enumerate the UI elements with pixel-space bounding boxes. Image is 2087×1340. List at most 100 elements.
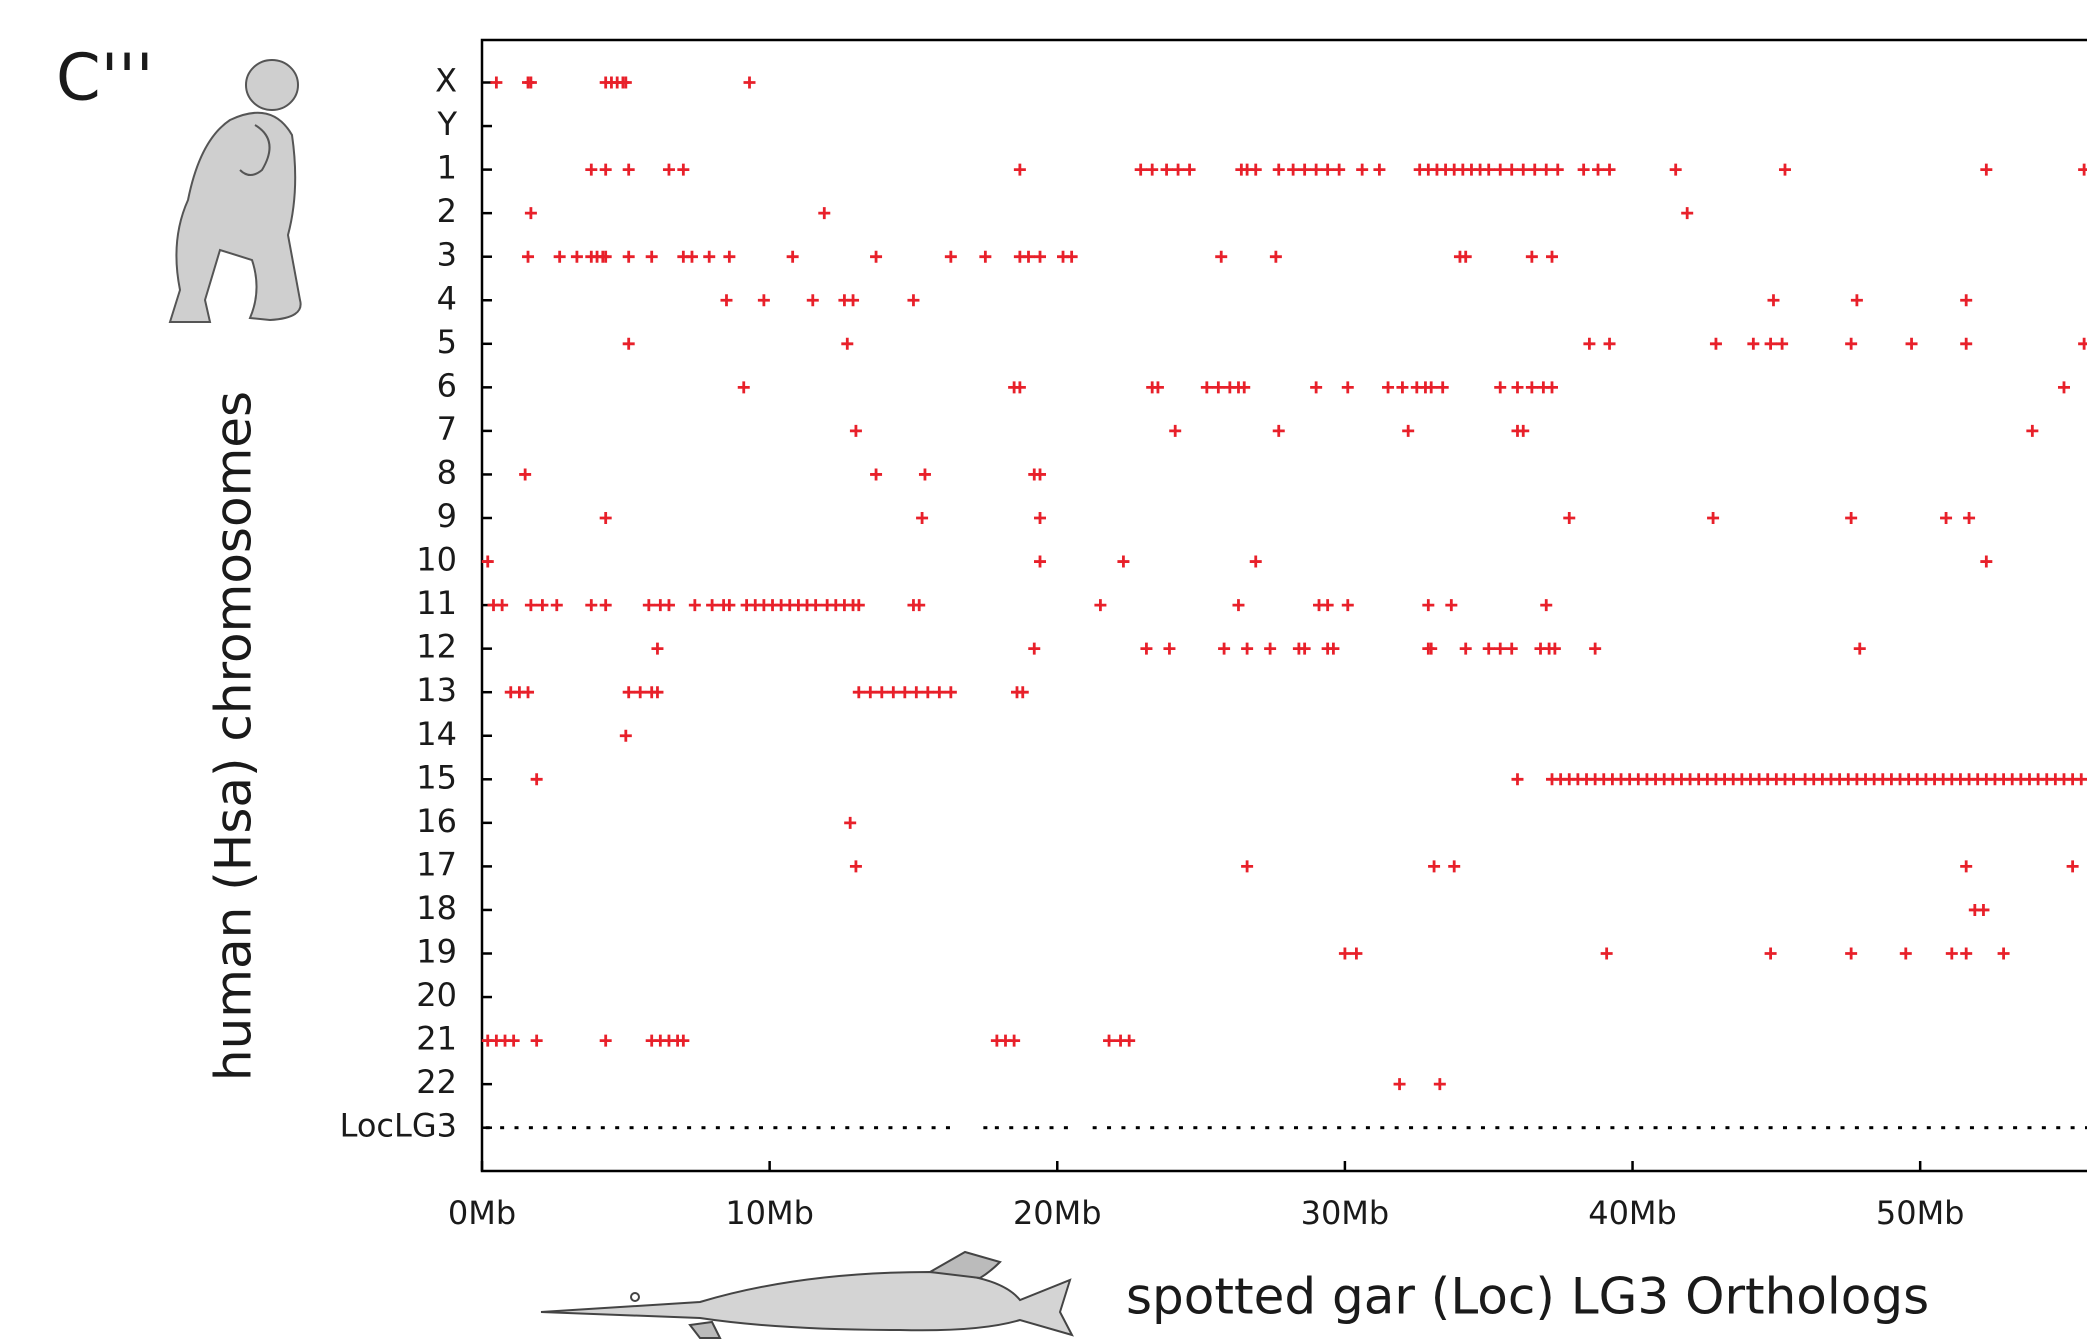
ortholog-dot	[1624, 1126, 1629, 1130]
x-tick-label: 40Mb	[1588, 1194, 1677, 1232]
ortholog-dot	[658, 1126, 663, 1130]
ortholog-dot	[759, 1126, 764, 1130]
ortholog-dot	[730, 1126, 735, 1130]
ortholog-marker	[1341, 381, 1354, 394]
ortholog-marker	[1540, 163, 1553, 176]
ortholog-marker	[1249, 163, 1262, 176]
y-tick-label: 21	[416, 1020, 457, 1058]
ortholog-dot	[1279, 1126, 1284, 1130]
ortholog-marker	[737, 381, 750, 394]
ortholog-dot	[1711, 1126, 1716, 1130]
ortholog-marker	[1448, 860, 1461, 873]
ortholog-dot	[1653, 1126, 1658, 1130]
ortholog-marker	[1505, 163, 1518, 176]
ortholog-dot	[888, 1126, 893, 1130]
ortholog-marker	[2078, 163, 2087, 176]
ortholog-dot	[845, 1126, 850, 1130]
ortholog-marker	[1548, 642, 1561, 655]
ortholog-marker	[1845, 947, 1858, 960]
ortholog-marker	[599, 1034, 612, 1047]
y-tick-label: 2	[437, 192, 457, 230]
ortholog-marker	[1123, 1034, 1136, 1047]
x-tick-label: 30Mb	[1301, 1194, 1390, 1232]
ortholog-dot	[1023, 1126, 1028, 1130]
ortholog-marker	[913, 599, 926, 612]
ortholog-marker	[1094, 599, 1107, 612]
ortholog-dot	[1984, 1126, 1989, 1130]
ortholog-dot	[701, 1126, 706, 1130]
ortholog-marker	[944, 250, 957, 263]
ortholog-dot	[485, 1126, 490, 1130]
ortholog-marker	[933, 686, 946, 699]
ortholog-marker	[1764, 947, 1777, 960]
ortholog-dot	[1150, 1126, 1155, 1130]
y-tick-label: 14	[416, 715, 457, 753]
ortholog-marker	[1436, 381, 1449, 394]
ortholog-dot	[1667, 1126, 1672, 1130]
y-axis-title: human (Hsa) chromosomes	[205, 391, 263, 1081]
ortholog-marker	[1160, 163, 1173, 176]
ortholog-marker	[944, 686, 957, 699]
ortholog-marker	[2026, 424, 2039, 437]
ortholog-dot	[2027, 1126, 2032, 1130]
ortholog-dot	[687, 1126, 692, 1130]
ortholog-marker	[918, 468, 931, 481]
y-tick-label: 10	[416, 541, 457, 579]
ortholog-marker	[1269, 250, 1282, 263]
ortholog-marker	[864, 686, 877, 699]
ortholog-marker	[1899, 947, 1912, 960]
ortholog-marker	[1163, 642, 1176, 655]
ortholog-marker	[841, 337, 854, 350]
ortholog-marker	[1980, 555, 1993, 568]
ortholog-marker	[536, 599, 549, 612]
ortholog-dot	[1955, 1126, 1960, 1130]
ortholog-marker	[757, 294, 770, 307]
ortholog-marker	[921, 686, 934, 699]
ortholog-dot	[528, 1126, 533, 1130]
ortholog-dot	[715, 1126, 720, 1130]
ortholog-dot	[1768, 1126, 1773, 1130]
ortholog-marker	[622, 337, 635, 350]
ortholog-marker	[703, 250, 716, 263]
y-tick-label: 15	[416, 758, 457, 796]
ortholog-marker	[1767, 294, 1780, 307]
ortholog-dot	[1811, 1126, 1816, 1130]
ortholog-marker	[1327, 642, 1340, 655]
y-tick-label: 19	[416, 933, 457, 971]
ortholog-marker	[1546, 250, 1558, 263]
ortholog-marker	[1169, 424, 1182, 437]
ortholog-marker	[1517, 424, 1530, 437]
ortholog-marker	[1525, 250, 1538, 263]
ortholog-marker	[688, 599, 701, 612]
ortholog-marker	[720, 294, 733, 307]
ortholog-marker	[1603, 163, 1616, 176]
ortholog-dot	[2013, 1126, 2018, 1130]
ortholog-marker	[809, 599, 822, 612]
ortholog-marker	[1373, 163, 1386, 176]
ortholog-dot	[902, 1126, 907, 1130]
y-tick-label: 9	[437, 497, 457, 535]
ortholog-marker	[651, 642, 664, 655]
ortholog-marker	[553, 250, 566, 263]
ortholog-marker	[677, 163, 690, 176]
ortholog-marker	[1200, 381, 1213, 394]
ortholog-marker	[1778, 163, 1791, 176]
ortholog-marker	[622, 163, 635, 176]
ortholog-dot	[1854, 1126, 1859, 1130]
ortholog-marker	[645, 250, 658, 263]
ortholog-marker	[723, 599, 736, 612]
ortholog-marker	[1845, 337, 1858, 350]
y-tick-label: 5	[437, 323, 457, 361]
ortholog-marker	[1459, 642, 1472, 655]
ortholog-marker	[1583, 337, 1596, 350]
ortholog-marker	[1151, 381, 1164, 394]
ortholog-marker	[1117, 555, 1130, 568]
x-axis-title: spotted gar (Loc) LG3 Orthologs	[1126, 1268, 1929, 1326]
ortholog-dot	[1193, 1126, 1198, 1130]
ortholog-marker	[1747, 337, 1760, 350]
ortholog-marker	[898, 686, 911, 699]
ortholog-marker	[1960, 294, 1973, 307]
ortholog-marker	[1396, 381, 1409, 394]
ortholog-marker	[1494, 381, 1507, 394]
ortholog-marker	[844, 816, 857, 829]
